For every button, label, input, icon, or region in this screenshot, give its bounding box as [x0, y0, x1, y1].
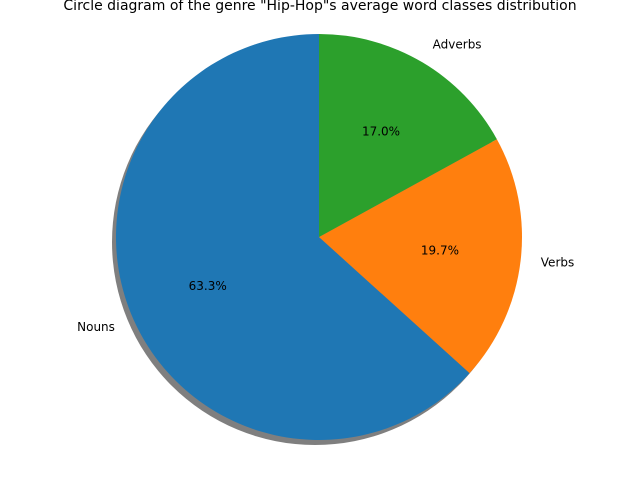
- chart-title: Circle diagram of the genre "Hip-Hop"s a…: [63, 0, 576, 14]
- slice-label-adverbs: Adverbs: [433, 37, 482, 51]
- pie-labels: Nouns 63.3% Verbs 19.7% Adverbs 17.0%: [77, 37, 574, 334]
- slice-adverbs: [319, 34, 497, 237]
- slice-pct-verbs: 19.7%: [421, 244, 459, 258]
- slice-verbs: [319, 139, 523, 374]
- slice-nouns: [115, 34, 470, 441]
- pie-slices: [115, 34, 523, 441]
- slice-pct-adverbs: 17.0%: [362, 125, 400, 139]
- slice-pct-nouns: 63.3%: [189, 279, 227, 293]
- slice-label-nouns: Nouns: [77, 320, 115, 334]
- slice-label-verbs: Verbs: [541, 255, 574, 269]
